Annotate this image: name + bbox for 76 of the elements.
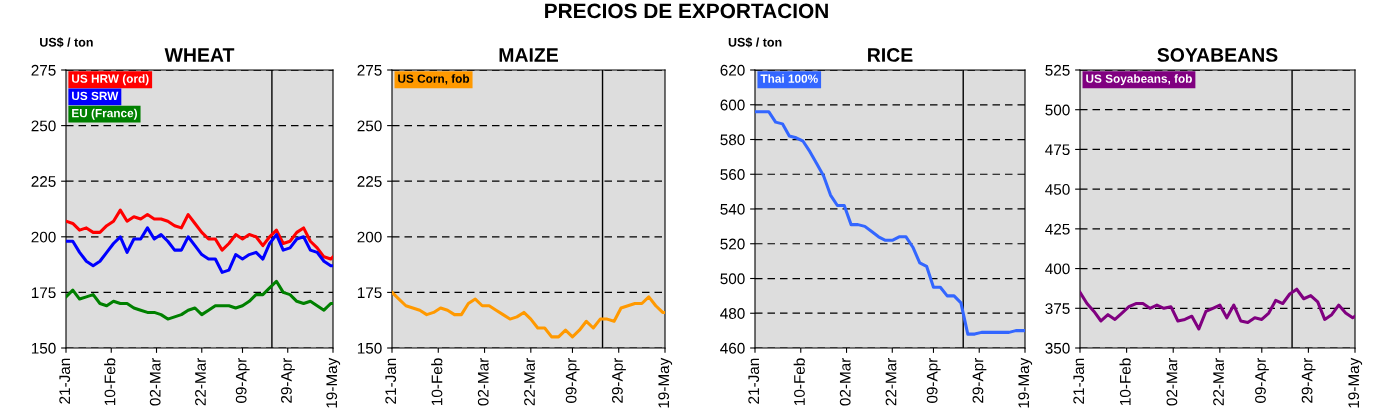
y-tick-label: 520 (720, 238, 745, 250)
x-tick-label: 21-Jan (385, 358, 397, 404)
y-tick-label: 500 (720, 273, 745, 285)
x-tick-label: 02-Mar (149, 357, 161, 406)
y-tick-label: 250 (357, 120, 382, 132)
x-tick-label: 02-Mar (839, 357, 851, 406)
line-series (1080, 287, 1355, 331)
chart-title: WHEAT (164, 48, 235, 62)
y-tick-label: 150 (31, 342, 56, 354)
text: US Corn, fob (398, 74, 470, 85)
x-tick-label: 10-Feb (431, 358, 443, 405)
text: US HRW (ord) (72, 74, 149, 86)
y-tick-label: 425 (1045, 223, 1070, 235)
x-tick-label: 09-Apr (235, 357, 250, 403)
y-tick-label: 200 (357, 231, 382, 243)
x-tick-label: 29-Apr (1301, 357, 1316, 403)
y-tick-label: 275 (357, 64, 382, 76)
x-tick-label: 21-Jan (59, 358, 71, 404)
y-tick-label: 350 (1045, 342, 1070, 354)
y-tick-label: 480 (720, 308, 745, 319)
y-tick-label: 540 (720, 203, 745, 215)
chart-title: SOYABEANS (1157, 48, 1278, 62)
x-tick-label: 22-Mar (1213, 357, 1224, 406)
y-tick-label: 375 (1045, 303, 1070, 314)
x-tick-label: 09-Apr (1255, 357, 1269, 403)
y-tick-label: 620 (720, 64, 745, 76)
text: US SRW (72, 91, 119, 101)
y-tick-label: 475 (1045, 144, 1070, 156)
y-tick-label: 175 (357, 287, 382, 299)
y-tick-label: 225 (31, 176, 56, 187)
y-tick-label: 500 (1045, 104, 1070, 116)
chart-title: RICE (868, 48, 913, 62)
text: US Soyabeans, fob (1086, 74, 1192, 86)
text: EU (France) (72, 108, 138, 120)
line-series (755, 110, 1025, 336)
x-tick-label: 19-May (1018, 357, 1033, 408)
y-tick-label: 450 (1045, 184, 1070, 195)
y-tick-label: 400 (1045, 263, 1070, 275)
x-tick-label: 29-Apr (972, 357, 987, 403)
y-tick-label: 460 (720, 342, 745, 354)
y-tick-label: 525 (1045, 64, 1070, 76)
x-tick-label: 10-Feb (104, 358, 116, 405)
x-tick-label: 10-Feb (1119, 358, 1131, 405)
y-axis-title: US$ / ton (728, 37, 782, 48)
x-tick-label: 22-Mar (524, 357, 535, 406)
y-tick-label: 150 (357, 342, 382, 354)
y-tick-label: 175 (31, 287, 56, 299)
x-tick-label: 22-Mar (885, 357, 897, 406)
x-tick-label: 02-Mar (1166, 357, 1178, 406)
y-tick-label: 200 (31, 231, 56, 243)
y-tick-label: 225 (357, 176, 382, 187)
line-series (66, 279, 333, 321)
text: Thai 100% (760, 74, 818, 83)
y-tick-label: 560 (720, 169, 745, 180)
line-series (392, 290, 665, 339)
x-tick-label: 19-May (658, 357, 673, 408)
x-tick-label: 02-Mar (477, 357, 489, 406)
chart-title: MAIZE (499, 48, 558, 62)
line-series (66, 226, 333, 274)
y-axis-title: US$ / ton (40, 37, 93, 48)
x-tick-label: 09-Apr (565, 357, 580, 403)
line-series (66, 208, 333, 261)
y-tick-label: 250 (31, 120, 56, 132)
y-tick-label: 580 (720, 134, 745, 146)
text: PRECIOS DE EXPORTACION (545, 3, 828, 19)
x-tick-label: 09-Apr (926, 357, 941, 403)
x-tick-label: 21-Jan (1073, 358, 1085, 404)
x-tick-label: 19-May (1348, 357, 1363, 408)
x-tick-label: 10-Feb (793, 358, 805, 405)
y-tick-label: 275 (31, 64, 56, 76)
x-tick-label: 29-Apr (281, 357, 295, 403)
x-tick-label: 21-Jan (748, 358, 760, 404)
x-tick-label: 29-Apr (612, 357, 626, 403)
x-tick-label: 19-May (326, 357, 341, 408)
y-tick-label: 600 (720, 99, 745, 111)
x-tick-label: 22-Mar (195, 357, 206, 406)
